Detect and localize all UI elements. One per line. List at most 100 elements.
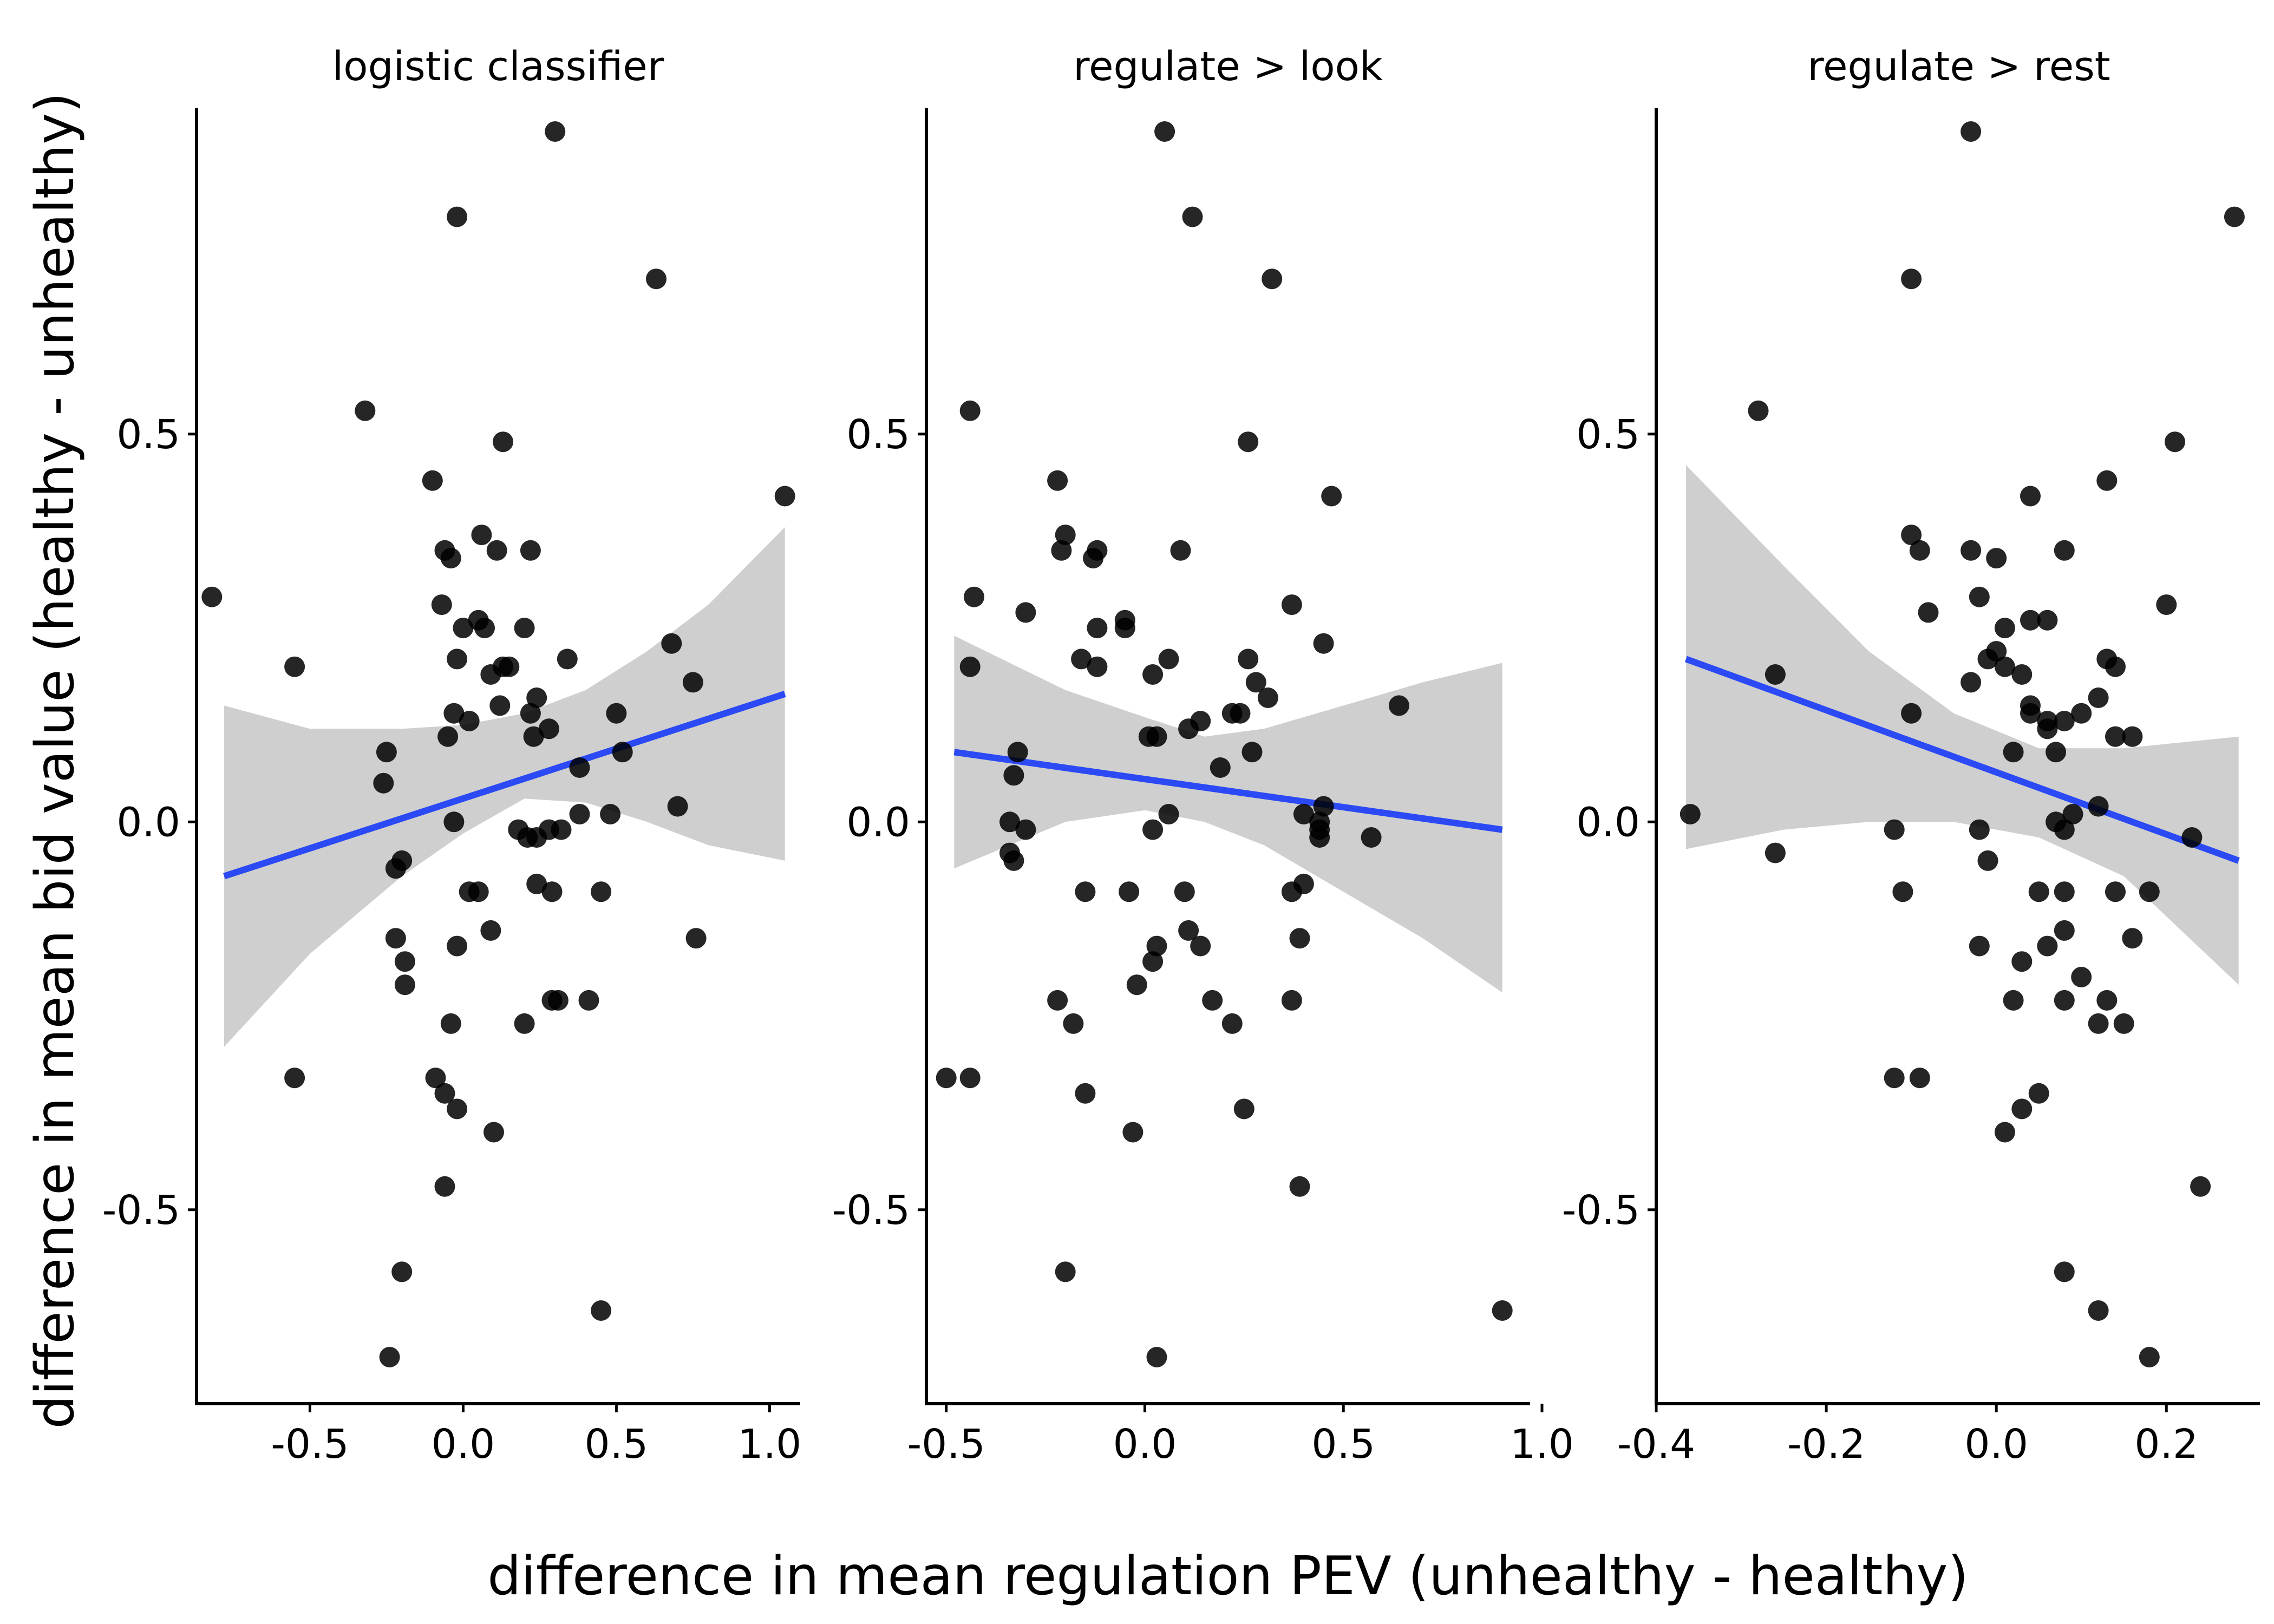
data-point [1221, 1013, 1243, 1034]
x-tick-label: 0.0 [1964, 1421, 2028, 1468]
data-point [1969, 586, 1990, 607]
data-point [447, 649, 468, 670]
data-point [434, 1176, 455, 1197]
data-point [394, 951, 415, 972]
data-point [1765, 842, 1786, 863]
data-point [1909, 1068, 1930, 1089]
data-point [545, 121, 566, 142]
data-point [1289, 1176, 1310, 1197]
data-point [1170, 540, 1191, 561]
data-point [1119, 881, 1140, 902]
data-point [391, 1261, 413, 1282]
data-point [1245, 672, 1266, 693]
data-point [1241, 742, 1263, 763]
data-point [2054, 711, 2075, 731]
data-point [1994, 656, 2015, 677]
data-point [2071, 966, 2092, 987]
data-point [2054, 920, 2075, 941]
data-point [2046, 742, 2067, 763]
data-point [1994, 618, 2015, 639]
data-point [447, 935, 468, 957]
data-point [1884, 819, 1905, 840]
data-point [1063, 1013, 1084, 1034]
data-point [459, 711, 480, 731]
data-point [1142, 664, 1164, 685]
data-point [2105, 726, 2126, 747]
data-point [1182, 206, 1203, 227]
panel-title: regulate > look [1073, 43, 1383, 90]
regression-line [1684, 656, 2240, 864]
data-point [2062, 804, 2083, 824]
data-point [1289, 928, 1310, 949]
data-point [1961, 672, 1982, 693]
data-point [1047, 990, 1068, 1011]
data-point [1281, 990, 1302, 1011]
data-point [2054, 990, 2075, 1011]
data-point [1051, 540, 1072, 561]
data-point [1961, 540, 1982, 561]
data-point [394, 974, 415, 996]
data-point [1146, 1347, 1167, 1367]
data-point [1230, 703, 1251, 724]
data-point [2105, 656, 2126, 677]
panel-logistic-classifier: logistic classifier -0.5 0.0 0.5 -0.5 0.0 0.… [102, 43, 802, 1468]
data-point [959, 400, 981, 421]
data-point [2190, 1176, 2211, 1197]
data-point [1313, 633, 1334, 654]
x-tick-label: -0.5 [271, 1421, 349, 1468]
data-point [1986, 548, 2007, 569]
data-point [1047, 470, 1068, 491]
data-point [612, 742, 633, 763]
data-point [2088, 1013, 2109, 1034]
data-point [1293, 873, 1314, 894]
data-point [1087, 540, 1108, 561]
data-point [2054, 819, 2075, 840]
data-point [557, 649, 578, 670]
data-point [523, 726, 544, 747]
y-tick-label: -0.5 [102, 1187, 180, 1234]
data-point [2122, 928, 2143, 949]
data-point [1126, 974, 1147, 996]
data-point [1293, 804, 1314, 824]
data-point [1190, 935, 1211, 957]
data-point [376, 742, 397, 763]
data-point [2096, 990, 2118, 1011]
data-point [2105, 881, 2126, 902]
data-point [2028, 881, 2049, 902]
panel-regulate-look: regulate > look -0.5 0.0 0.5 -0.5 0.0 0.5 1.0 [832, 43, 1574, 1468]
data-point [646, 269, 666, 290]
data-point [1087, 656, 1108, 677]
panel-title: logistic classifier [332, 43, 664, 90]
data-point [1015, 602, 1036, 623]
data-point [440, 1013, 461, 1034]
data-point [1321, 486, 1342, 507]
data-point [964, 586, 984, 607]
confidence-band [954, 636, 1502, 993]
data-point [1075, 1083, 1096, 1104]
data-point [447, 1098, 468, 1119]
data-point [936, 1068, 957, 1089]
data-point [373, 772, 394, 794]
data-point [284, 656, 305, 677]
data-point [474, 618, 495, 639]
data-point [434, 1083, 455, 1104]
x-tick-label: 0.0 [1113, 1421, 1177, 1468]
data-point [480, 920, 501, 941]
data-point [437, 726, 459, 747]
y-tick-label: 0.5 [846, 411, 910, 458]
data-point [1961, 121, 1982, 142]
data-point [2224, 206, 2245, 227]
data-point [1003, 765, 1024, 786]
regression-line [953, 749, 1503, 833]
data-point [1238, 649, 1259, 670]
data-point [1765, 664, 1786, 685]
data-point [1146, 935, 1167, 957]
data-point [1909, 540, 1930, 561]
data-point [1055, 1261, 1076, 1282]
data-point [2071, 703, 2092, 724]
data-point [443, 703, 465, 724]
data-point [520, 703, 541, 724]
data-point [2088, 687, 2109, 708]
data-point [201, 586, 223, 607]
data-point [2020, 703, 2041, 724]
